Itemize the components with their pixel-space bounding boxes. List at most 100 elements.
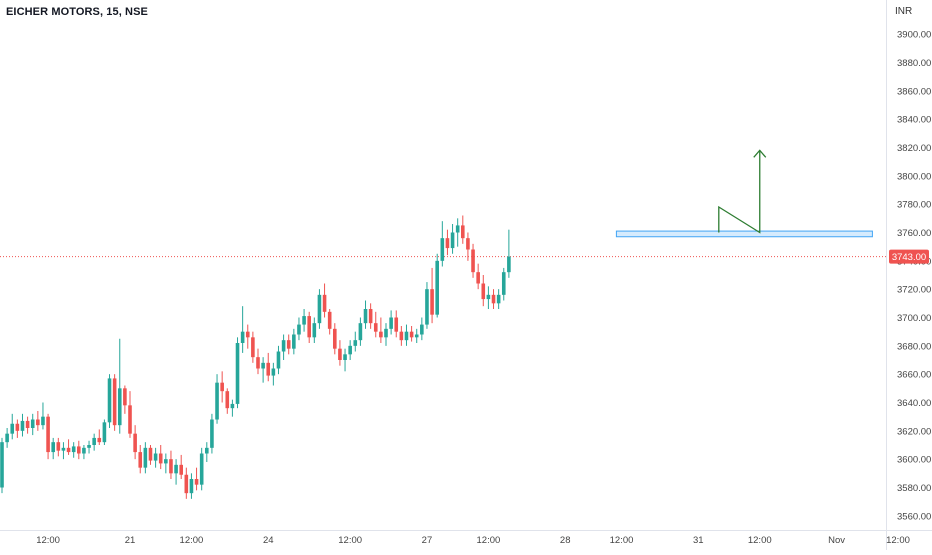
candle-up[interactable] (71, 446, 76, 453)
candle-up[interactable] (425, 289, 429, 325)
candle-down[interactable] (256, 357, 260, 369)
candle-down[interactable] (476, 272, 480, 284)
candle-down[interactable] (46, 416, 50, 453)
candle-down[interactable] (194, 479, 199, 485)
candle-up[interactable] (235, 343, 240, 404)
candle-up[interactable] (348, 345, 352, 355)
projection-arrow[interactable] (718, 150, 761, 234)
candle-down[interactable] (445, 238, 450, 249)
candle-up[interactable] (107, 378, 112, 423)
candle-down[interactable] (461, 225, 465, 239)
candle-down[interactable] (368, 309, 373, 324)
candle-down[interactable] (466, 238, 470, 250)
candle-down[interactable] (66, 447, 71, 453)
candle-up[interactable] (501, 272, 506, 295)
candle-up[interactable] (240, 331, 245, 343)
candle-up[interactable] (143, 447, 148, 468)
candle-down[interactable] (307, 316, 311, 338)
candle-down[interactable] (15, 423, 20, 431)
candle-up[interactable] (92, 437, 96, 445)
candle-up[interactable] (87, 445, 91, 448)
candle-down[interactable] (25, 420, 30, 428)
candle-up[interactable] (455, 225, 460, 233)
candle-down[interactable] (333, 328, 337, 349)
candle-up[interactable] (117, 388, 122, 426)
candle-up[interactable] (507, 256, 511, 273)
candle-up[interactable] (189, 479, 194, 494)
candle-up[interactable] (10, 423, 15, 434)
candle-up[interactable] (292, 334, 296, 349)
candle-down[interactable] (481, 283, 486, 300)
candle-down[interactable] (148, 447, 153, 461)
candle-up[interactable] (41, 416, 45, 426)
candle-up[interactable] (82, 447, 86, 454)
candle-up[interactable] (281, 340, 286, 352)
candle-up[interactable] (51, 442, 55, 453)
candle-down[interactable] (491, 294, 496, 304)
candle-up[interactable] (297, 324, 301, 335)
candle-up[interactable] (199, 453, 204, 485)
candle-up[interactable] (317, 294, 322, 324)
candle-down[interactable] (56, 442, 61, 451)
candle-up[interactable] (353, 340, 358, 346)
candle-down[interactable] (327, 311, 332, 329)
candle-down[interactable] (338, 348, 342, 360)
candle-up[interactable] (30, 419, 35, 429)
candle-down[interactable] (322, 294, 327, 312)
candle-down[interactable] (430, 289, 434, 315)
candle-down[interactable] (471, 249, 475, 273)
candle-down[interactable] (373, 323, 378, 332)
candle-up[interactable] (210, 419, 214, 448)
candle-down[interactable] (286, 340, 291, 349)
candle-up[interactable] (404, 331, 409, 341)
candle-down[interactable] (169, 459, 173, 474)
candle-down[interactable] (225, 391, 230, 409)
candle-down[interactable] (158, 453, 163, 464)
candle-up[interactable] (414, 334, 419, 338)
candle-down[interactable] (251, 337, 255, 358)
candle-up[interactable] (102, 422, 107, 443)
candle-up[interactable] (164, 459, 168, 464)
candle-down[interactable] (133, 433, 137, 453)
candle-down[interactable] (77, 446, 81, 454)
candle-up[interactable] (312, 323, 317, 338)
candle-down[interactable] (179, 464, 183, 475)
candle-up[interactable] (230, 403, 235, 409)
candle-up[interactable] (496, 294, 501, 304)
candle-up[interactable] (435, 260, 439, 315)
candle-up[interactable] (384, 328, 388, 338)
candle-up[interactable] (271, 368, 276, 376)
candle-up[interactable] (20, 420, 25, 431)
resistance-zone[interactable] (615, 230, 873, 238)
candle-up[interactable] (5, 433, 9, 443)
candle-down[interactable] (266, 362, 271, 376)
candle-up[interactable] (450, 232, 455, 249)
candle-down[interactable] (112, 378, 117, 426)
candle-up[interactable] (153, 453, 158, 461)
candle-down[interactable] (128, 405, 132, 434)
candle-down[interactable] (220, 382, 224, 392)
candle-up[interactable] (440, 238, 445, 261)
candle-up[interactable] (276, 351, 281, 369)
candle-up[interactable] (358, 323, 363, 341)
candle-up[interactable] (215, 382, 219, 420)
candle-up[interactable] (0, 442, 4, 488)
candle-up[interactable] (302, 316, 306, 325)
candle-down[interactable] (36, 419, 40, 426)
candle-down[interactable] (138, 452, 143, 468)
candle-up[interactable] (343, 354, 347, 360)
candle-up[interactable] (486, 294, 491, 300)
candle-down[interactable] (394, 317, 399, 332)
candle-up[interactable] (420, 324, 424, 335)
candle-up[interactable] (174, 464, 178, 474)
candle-down[interactable] (379, 331, 383, 338)
candle-up[interactable] (363, 309, 368, 324)
candle-up[interactable] (205, 447, 209, 454)
candle-down[interactable] (123, 388, 127, 406)
candle-up[interactable] (261, 362, 265, 369)
candle-down[interactable] (97, 437, 102, 443)
candle-down[interactable] (399, 331, 404, 341)
candle-down[interactable] (245, 331, 250, 338)
